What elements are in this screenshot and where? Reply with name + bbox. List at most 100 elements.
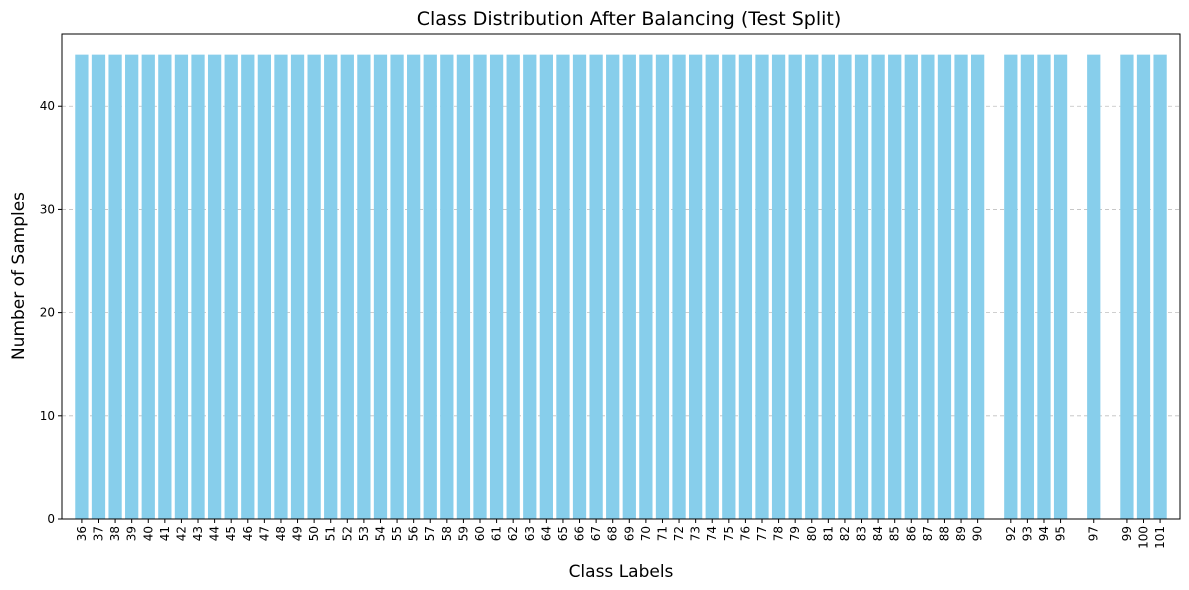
x-tick-label-68: 68 <box>606 526 620 541</box>
y-ticks: 0 10 20 30 40 <box>40 99 62 526</box>
bar-39 <box>125 54 139 519</box>
bar-90 <box>970 54 985 519</box>
x-tick-label-69: 69 <box>622 526 636 541</box>
bar-100 <box>1136 54 1151 519</box>
bar-60 <box>473 54 487 519</box>
axes <box>61 33 1181 520</box>
bar-86 <box>904 54 918 519</box>
x-tick-label-46: 46 <box>241 526 255 541</box>
x-tick-label-49: 49 <box>291 526 305 541</box>
x-tick-label-67: 67 <box>589 526 603 541</box>
bar-44 <box>207 54 222 519</box>
x-tick-label-73: 73 <box>689 526 703 541</box>
x-tick-label-62: 62 <box>506 526 520 541</box>
x-tick-label-57: 57 <box>423 526 437 541</box>
bar-92 <box>1004 54 1018 519</box>
bar-54 <box>373 54 388 519</box>
y-tick-label-30: 30 <box>40 202 55 216</box>
bar-42 <box>174 54 189 519</box>
x-tick-label-86: 86 <box>904 526 918 541</box>
x-tick-label-59: 59 <box>456 526 470 541</box>
bar-41 <box>158 54 172 519</box>
bar-37 <box>91 54 106 519</box>
x-tick-label-65: 65 <box>556 526 570 541</box>
x-tick-label-44: 44 <box>208 526 222 541</box>
bar-84 <box>871 54 885 519</box>
bar-64 <box>539 54 553 519</box>
x-tick-label-45: 45 <box>224 526 238 541</box>
bar-62 <box>506 54 520 519</box>
bar-70 <box>639 54 653 519</box>
bar-49 <box>290 54 305 519</box>
x-tick-label-72: 72 <box>672 526 686 541</box>
bar-43 <box>191 54 205 519</box>
x-tick-label-70: 70 <box>639 526 653 541</box>
bar-50 <box>307 54 321 519</box>
bar-74 <box>705 54 719 519</box>
y-tick-label-20: 20 <box>40 306 55 320</box>
x-tick-label-99: 99 <box>1120 526 1134 541</box>
x-tick-label-74: 74 <box>705 526 719 541</box>
x-tick-label-37: 37 <box>91 526 105 541</box>
x-tick-label-43: 43 <box>191 526 205 541</box>
bar-46 <box>241 54 255 519</box>
bar-101 <box>1153 54 1167 519</box>
bar-88 <box>937 54 952 519</box>
x-tick-label-36: 36 <box>75 526 89 541</box>
bar-56 <box>407 54 421 519</box>
x-tick-label-82: 82 <box>838 526 852 541</box>
x-tick-label-52: 52 <box>340 526 354 541</box>
grid-lines <box>62 105 1180 417</box>
bar-69 <box>622 54 636 519</box>
bar-89 <box>954 54 968 519</box>
x-tick-label-95: 95 <box>1054 526 1068 541</box>
x-tick-label-79: 79 <box>788 526 802 541</box>
bar-81 <box>821 54 835 519</box>
bar-83 <box>854 54 869 519</box>
x-tick-label-75: 75 <box>722 526 736 541</box>
bar-77 <box>755 54 769 519</box>
x-tick-label-92: 92 <box>1004 526 1018 541</box>
x-tick-label-50: 50 <box>307 526 321 541</box>
x-tick-label-60: 60 <box>473 526 487 541</box>
x-tick-label-39: 39 <box>125 526 139 541</box>
x-tick-label-38: 38 <box>108 526 122 541</box>
x-tick-label-94: 94 <box>1037 526 1051 541</box>
x-tick-label-66: 66 <box>573 526 587 541</box>
x-tick-label-97: 97 <box>1087 526 1101 541</box>
x-tick-label-40: 40 <box>141 526 155 541</box>
bar-51 <box>324 54 338 519</box>
x-tick-label-64: 64 <box>539 526 553 541</box>
bar-53 <box>357 54 371 519</box>
x-tick-label-71: 71 <box>655 526 669 541</box>
plot-frame <box>61 33 1181 520</box>
bar-80 <box>805 54 819 519</box>
x-tick-label-81: 81 <box>821 526 835 541</box>
x-tick-label-55: 55 <box>390 526 404 541</box>
x-tick-label-48: 48 <box>274 526 288 541</box>
bar-38 <box>108 54 122 519</box>
bar-94 <box>1037 54 1051 519</box>
bar-57 <box>423 54 437 519</box>
bar-71 <box>655 54 670 519</box>
x-tick-label-42: 42 <box>174 526 188 541</box>
bar-75 <box>722 54 736 519</box>
y-tick-label-10: 10 <box>40 409 55 423</box>
x-tick-label-51: 51 <box>324 526 338 541</box>
bar-36 <box>75 54 89 519</box>
x-tick-label-58: 58 <box>440 526 454 541</box>
bar-95 <box>1053 54 1068 519</box>
x-tick-label-88: 88 <box>937 526 951 541</box>
y-axis-label: Number of Samples <box>9 192 29 360</box>
x-tick-label-41: 41 <box>158 526 172 541</box>
x-axis-label: Class Labels <box>569 562 674 582</box>
bar-61 <box>489 54 504 519</box>
x-tick-label-100: 100 <box>1137 526 1151 549</box>
x-tick-label-47: 47 <box>257 526 271 541</box>
x-tick-label-85: 85 <box>888 526 902 541</box>
x-tick-label-76: 76 <box>738 526 752 541</box>
bar-68 <box>606 54 620 519</box>
bar-63 <box>523 54 537 519</box>
bar-99 <box>1120 54 1134 519</box>
bar-52 <box>340 54 354 519</box>
